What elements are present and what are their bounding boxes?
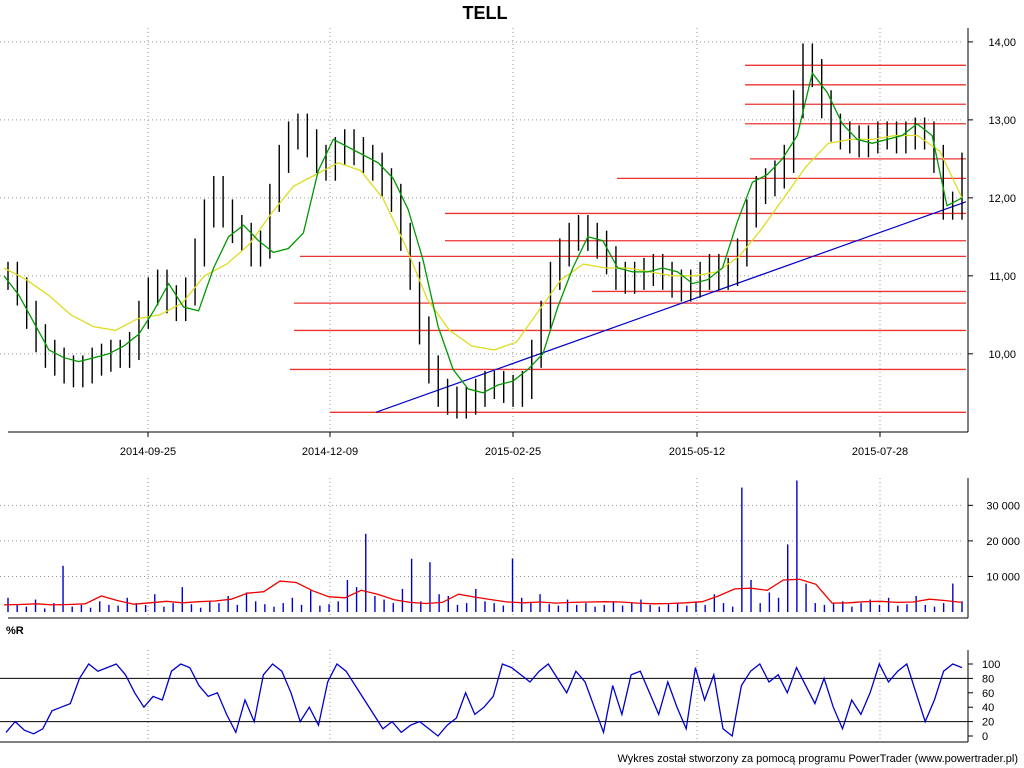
ma-fast-line — [3, 71, 963, 394]
price-y-tick-label: 12,00 — [988, 193, 1016, 205]
price-axes: 14,00 13,00 12,00 11,00 10,00 2014-09-25 2014-… — [8, 28, 1016, 458]
price-bars — [7, 43, 963, 419]
ma-slow-line — [3, 134, 963, 351]
volume-ma-group — [3, 578, 963, 606]
volume-axes: 30 000 20 000 10 000 — [8, 478, 1020, 619]
price-x-tick-label: 2015-02-25 — [485, 446, 541, 458]
price-x-tick-label: 2014-12-09 — [302, 446, 358, 458]
moving-averages — [3, 71, 963, 394]
oscillator-y-tick-label: 60 — [982, 688, 994, 700]
chart-title: TELL — [463, 3, 508, 23]
grid-layer — [0, 28, 962, 742]
price-y-tick-label: 10,00 — [988, 349, 1016, 361]
oscillator-axes: 100 80 60 40 20 0 — [0, 650, 1000, 743]
oscillator-line-group — [5, 662, 963, 738]
oscillator-y-tick-label: 0 — [982, 731, 988, 743]
price-x-tick-label: 2014-09-25 — [120, 446, 176, 458]
price-panel: 14,00 13,00 12,00 11,00 10,00 2014-09-25 2014-… — [3, 28, 1016, 458]
volume-y-tick-label: 30 000 — [986, 500, 1020, 512]
oscillator-y-tick-label: 100 — [982, 659, 1000, 671]
volume-ma-line — [3, 578, 963, 606]
oscillator-reference-lines — [0, 677, 968, 723]
price-y-tick-label: 11,00 — [989, 271, 1016, 283]
volume-y-tick-label: 20 000 — [986, 536, 1020, 548]
trend-line-group — [375, 201, 967, 413]
volume-y-tick-label: 10 000 — [986, 571, 1020, 583]
williams-r-line — [5, 662, 963, 738]
trend-line — [375, 201, 967, 413]
price-y-tick-label: 13,00 — [988, 115, 1016, 127]
oscillator-y-tick-label: 20 — [982, 717, 994, 729]
oscillator-title: %R — [6, 625, 24, 637]
price-y-tick-label: 14,00 — [988, 37, 1016, 49]
volume-panel: 30 000 20 000 10 000 — [3, 478, 1020, 619]
oscillator-y-tick-label: 80 — [982, 673, 994, 685]
support-resistance-levels — [290, 64, 966, 413]
price-x-tick-label: 2015-05-12 — [669, 446, 725, 458]
oscillator-y-tick-label: 40 — [982, 702, 994, 714]
footer-credit: Wykres został stworzony za pomocą progra… — [617, 753, 1018, 765]
oscillator-panel: %R 100 80 60 40 20 0 — [0, 625, 1000, 743]
price-x-tick-label: 2015-07-28 — [852, 446, 908, 458]
